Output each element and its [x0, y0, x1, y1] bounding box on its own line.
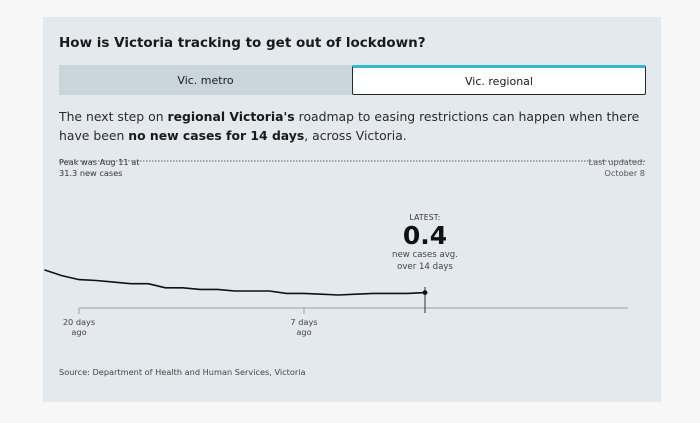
x-tick-20-line-2: ago	[71, 327, 87, 337]
desc-bold-region: regional Victoria's	[167, 109, 295, 124]
last-updated-date: October 8	[604, 168, 645, 178]
peak-line-1: Peak was Aug 11 at	[59, 157, 140, 167]
x-tick-20-line-1: 20 days	[62, 317, 96, 327]
last-updated-label: Last updated:	[588, 157, 645, 167]
peak-line-2: 31.3 new cases	[59, 168, 123, 178]
tab-vic-regional[interactable]: Vic. regional	[352, 65, 646, 95]
x-tick-label-20-days: 20 days ago	[49, 317, 109, 337]
series-group	[44, 269, 428, 296]
latest-value: 0.4	[402, 221, 448, 250]
cases-line-chart	[44, 160, 645, 314]
desc-text-1: The next step on	[59, 109, 168, 124]
last-updated: Last updated: October 8	[589, 157, 645, 179]
tab-vic-metro[interactable]: Vic. metro	[59, 65, 352, 95]
latest-desc-1: new cases avg.	[392, 250, 458, 260]
lockdown-tracker-card: How is Victoria tracking to get out of l…	[43, 17, 661, 402]
peak-annotation: Peak was Aug 11 at 31.3 new cases	[59, 157, 139, 179]
latest-point	[422, 290, 428, 295]
x-tick-label-7-days: 7 days ago	[274, 317, 334, 337]
desc-text-3: , across Victoria.	[304, 128, 407, 143]
latest-label: LATEST:	[409, 213, 441, 222]
x-tick-7-line-1: 7 days	[290, 317, 318, 327]
latest-desc-2: over 14 days	[397, 262, 453, 272]
source-note: Source: Department of Health and Human S…	[59, 367, 306, 377]
card-heading: How is Victoria tracking to get out of l…	[59, 35, 426, 51]
x-tick-7-line-2: ago	[296, 327, 312, 337]
desc-bold-condition: no new cases for 14 days	[128, 128, 305, 143]
roadmap-description: The next step on regional Victoria's roa…	[59, 107, 653, 145]
desc-text-2: roadmap to easing restrictions can happe…	[59, 109, 640, 143]
latest-callout: LATEST: 0.4 new cases avg. over 14 days	[373, 213, 477, 273]
series-line	[44, 269, 426, 296]
